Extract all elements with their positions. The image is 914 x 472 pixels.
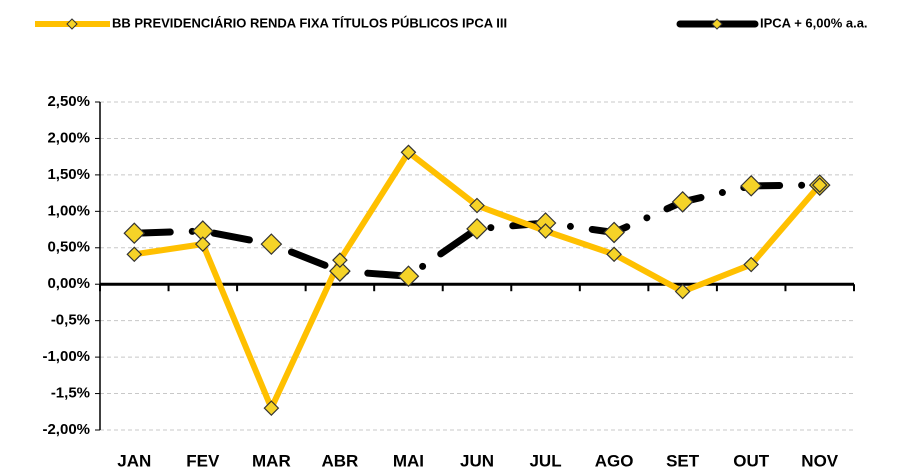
marker [606, 246, 622, 263]
y-tick-label: -1,5% [51, 385, 90, 402]
marker [743, 256, 760, 273]
series-line [130, 181, 824, 280]
marker [194, 236, 211, 252]
x-tick-label: FEV [186, 451, 220, 470]
marker [123, 222, 146, 245]
x-tick-label: MAI [393, 451, 424, 470]
y-tick-label: 1,50% [47, 166, 90, 183]
y-tick-label: 0,00% [47, 275, 90, 292]
marker [811, 177, 828, 193]
x-tick-label: OUT [733, 451, 770, 470]
marker [400, 144, 417, 161]
legend-marker [66, 18, 78, 30]
x-tick-label: JUN [460, 451, 494, 470]
marker [329, 260, 351, 282]
marker [260, 233, 283, 255]
marker [126, 246, 143, 263]
x-tick-label: AGO [595, 451, 634, 470]
legend-marker [711, 18, 723, 30]
marker [671, 191, 694, 213]
x-tick-label: JAN [117, 451, 151, 470]
marker [466, 217, 488, 240]
marker [397, 265, 420, 288]
marker [263, 400, 280, 416]
x-tick-label: JUL [529, 451, 561, 470]
y-tick-label: 2,50% [47, 93, 90, 110]
marker [469, 197, 485, 214]
x-tick-label: ABR [321, 451, 358, 470]
y-tick-label: 1,00% [47, 202, 90, 219]
legend: BB PREVIDENCIÁRIO RENDA FIXA TÍTULOS PÚB… [35, 15, 868, 30]
y-tick-label: 0,50% [47, 239, 90, 256]
x-tick-label: SET [666, 451, 700, 470]
y-tick-label: 2,00% [47, 129, 90, 146]
marker [740, 174, 763, 197]
x-tick-label: NOV [801, 451, 839, 470]
x-tick-label: MAR [252, 451, 291, 470]
marker [332, 252, 348, 269]
legend-label: IPCA + 6,00% a.a. [760, 15, 868, 30]
legend-label: BB PREVIDENCIÁRIO RENDA FIXA TÍTULOS PÚB… [112, 15, 507, 30]
series-line [133, 149, 822, 412]
y-tick-label: -0,5% [51, 312, 90, 329]
marker [537, 223, 554, 239]
y-tick-label: -1,00% [42, 348, 90, 365]
marker [603, 221, 625, 244]
y-tick-label: -2,00% [42, 421, 90, 438]
marker [674, 283, 691, 300]
